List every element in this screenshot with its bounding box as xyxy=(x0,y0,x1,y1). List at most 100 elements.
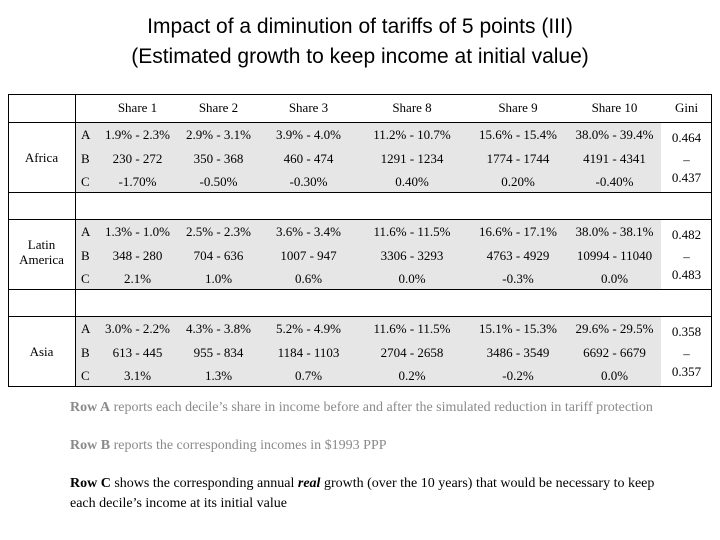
slide-title: Impact of a diminution of tariffs of 5 p… xyxy=(0,12,720,72)
table-cell: 3.0% - 2.2% xyxy=(105,321,170,336)
table-cell: 16.6% - 17.1% xyxy=(479,224,557,239)
table-cell: 1774 - 1744 xyxy=(486,150,550,166)
results-table: Share 1 Share 2 Share 3 Share 8 Share 9 Share… xyxy=(8,94,712,387)
table-cell: 955 - 834 xyxy=(193,344,244,360)
row-label-a: A xyxy=(81,127,91,142)
table-cell: 3.9% - 4.0% xyxy=(276,127,341,142)
gini-separator: – xyxy=(683,152,690,167)
table-cell: 1007 - 947 xyxy=(280,247,337,263)
row-label-c: C xyxy=(81,368,90,383)
table-cell: 5.2% - 4.9% xyxy=(276,321,341,336)
table-rule-4 xyxy=(8,219,712,220)
table-cell: 11.6% - 11.5% xyxy=(373,321,451,336)
region-label-line-2: America xyxy=(19,252,64,267)
table-rule-3 xyxy=(8,192,712,193)
table-cell: 230 - 272 xyxy=(112,150,163,166)
table-cell: 1184 - 1103 xyxy=(277,344,340,360)
table-cell: 4.3% - 3.8% xyxy=(186,321,251,336)
table-cell: 0.20% xyxy=(501,174,535,189)
row-label-a: A xyxy=(81,321,91,336)
table-rule-2 xyxy=(8,122,712,123)
gini-start-value: 0.482 xyxy=(671,227,702,242)
table-vline-1 xyxy=(8,94,9,386)
table-cell: 3.1% xyxy=(123,368,152,383)
header-share-8: Share 8 xyxy=(392,100,432,115)
title-line-1: Impact of a diminution of tariffs of 5 p… xyxy=(147,15,573,38)
region-label-latin-america: Latin America xyxy=(8,237,75,267)
gini-end-value: 0.483 xyxy=(671,267,702,282)
table-cell: 3.6% - 3.4% xyxy=(276,224,341,239)
table-cell: -0.3% xyxy=(502,271,534,286)
header-share-10: Share 10 xyxy=(591,100,638,115)
table-cell: 3306 - 3293 xyxy=(380,247,444,263)
table-vline-2 xyxy=(75,94,76,386)
table-cell: 0.40% xyxy=(395,174,429,189)
table-rule-7 xyxy=(8,386,712,387)
table-cell: 704 - 636 xyxy=(193,247,244,263)
region-label-line-1: Latin xyxy=(27,237,56,252)
table-cell: 2.1% xyxy=(123,271,152,286)
gini-end-value: 0.437 xyxy=(671,170,702,185)
table-cell: 1.3% - 1.0% xyxy=(105,224,170,239)
gini-separator: – xyxy=(683,346,690,361)
notes: Row A reports each decile’s share in inc… xyxy=(70,398,680,514)
table-cell: 6692 - 6679 xyxy=(583,344,646,360)
table-cell: 15.1% - 15.3% xyxy=(479,321,557,336)
note-row-b-lead: Row B xyxy=(70,438,111,453)
note-row-a-text: reports each decile’s share in income be… xyxy=(110,400,653,415)
table-cell: 0.7% xyxy=(294,368,323,383)
gini-end-value: 0.357 xyxy=(671,364,702,379)
title-line-2: (Estimated growth to keep income at init… xyxy=(131,45,589,68)
table-cell: 0.0% xyxy=(600,271,629,286)
table-vline-3 xyxy=(711,94,712,386)
table-cell: 460 - 474 xyxy=(283,150,334,166)
header-share-3: Share 3 xyxy=(288,100,329,115)
table-cell: 1.9% - 2.3% xyxy=(105,127,170,142)
note-row-c-text-before: shows the corresponding annual xyxy=(110,476,298,491)
table-cell: 1.0% xyxy=(204,271,233,286)
table-cell: -0.50% xyxy=(199,174,238,189)
row-label-b: B xyxy=(81,247,90,263)
table-rule-5 xyxy=(8,289,712,290)
table-cell: 0.0% xyxy=(600,368,629,383)
row-band-2 xyxy=(75,220,661,290)
table-rule-6 xyxy=(8,316,712,317)
table-cell: 10994 - 11040 xyxy=(576,247,653,263)
header-share-2: Share 2 xyxy=(198,100,239,115)
table-cell: 38.0% - 38.1% xyxy=(575,224,654,239)
note-row-c-lead: Row C xyxy=(70,476,111,491)
row-band-3 xyxy=(75,317,661,387)
table-cell: 1291 - 1234 xyxy=(380,150,444,166)
table-cell: 350 - 368 xyxy=(193,150,244,166)
table-cell: 2.5% - 2.3% xyxy=(186,224,251,239)
row-label-b: B xyxy=(81,150,90,166)
table-cell: 4191 - 4341 xyxy=(583,150,646,166)
table-cell: 11.6% - 11.5% xyxy=(373,224,451,239)
note-row-b: Row B reports the corresponding incomes … xyxy=(70,436,680,456)
table-cell: 2.9% - 3.1% xyxy=(186,127,251,142)
region-label-africa: Africa xyxy=(24,150,59,165)
table-cell: 3486 - 3549 xyxy=(486,344,550,360)
table-cell: -0.30% xyxy=(289,174,328,189)
note-row-b-text: reports the corresponding incomes in $19… xyxy=(110,438,387,453)
header-share-1: Share 1 xyxy=(117,100,158,115)
row-label-b: B xyxy=(81,344,90,360)
table-cell: 613 - 445 xyxy=(112,344,163,360)
row-label-c: C xyxy=(81,174,90,189)
table-cell: 29.6% - 29.5% xyxy=(575,321,654,336)
header-share-9: Share 9 xyxy=(498,100,538,115)
gini-start-value: 0.358 xyxy=(671,324,702,339)
note-row-c-text-after: growth (over the 10 years) that would be… xyxy=(70,476,655,511)
table-cell: 11.2% - 10.7% xyxy=(373,127,451,142)
region-label-asia: Asia xyxy=(29,344,54,359)
table-cell: 2704 - 2658 xyxy=(380,344,444,360)
header-gini: Gini xyxy=(674,100,699,115)
note-row-c-emphasis: real xyxy=(297,476,321,491)
row-band-1 xyxy=(75,123,661,193)
table-cell: 1.3% xyxy=(204,368,233,383)
note-row-a-lead: Row A xyxy=(70,400,111,415)
table-cell: 15.6% - 15.4% xyxy=(479,127,557,142)
note-row-a: Row A reports each decile’s share in inc… xyxy=(70,398,680,418)
table-rule-1 xyxy=(8,94,712,95)
note-row-c: Row C shows the corresponding annual rea… xyxy=(70,474,680,514)
